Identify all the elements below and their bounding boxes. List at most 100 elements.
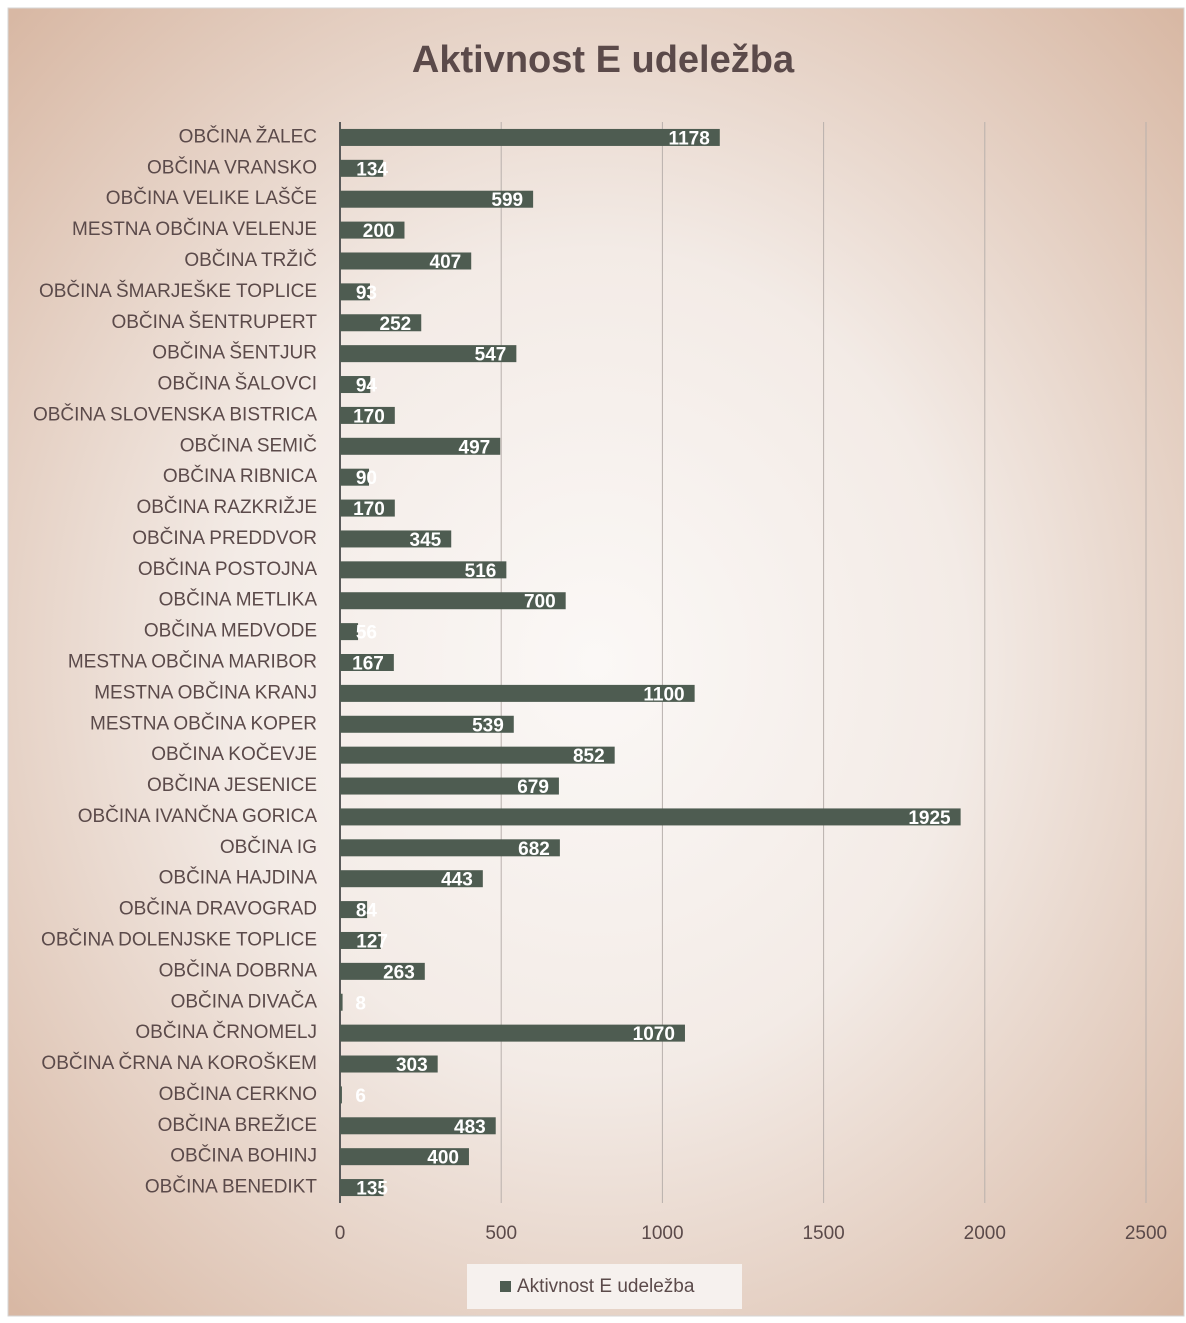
bar: [340, 406, 395, 424]
data-label: 1925: [908, 808, 951, 829]
y-tick-label: OBČINA METLIKA: [159, 589, 318, 611]
data-label: 252: [380, 314, 412, 335]
y-tick-label: OBČINA SEMIČ: [180, 434, 317, 456]
chart-title: Aktivnost E udeležba: [412, 39, 795, 81]
y-tick-label: OBČINA ŽALEC: [179, 125, 317, 147]
bar: [340, 468, 370, 486]
data-label: 167: [352, 654, 384, 675]
bar: [340, 190, 534, 208]
bar: [340, 870, 483, 888]
bar: [340, 654, 394, 671]
data-label: 345: [410, 530, 442, 551]
y-tick-label: OBČINA ŠALOVCI: [158, 373, 317, 395]
y-tick-label: OBČINA IG: [220, 836, 317, 858]
data-label: 263: [383, 962, 415, 983]
data-label: 94: [356, 376, 378, 397]
x-tick-label: 1000: [641, 1223, 683, 1244]
y-tick-label: OBČINA PREDDVOR: [132, 527, 317, 549]
y-tick-label: OBČINA DIVAČA: [171, 990, 318, 1012]
y-tick-label: OBČINA DOLENJSKE TOPLICE: [41, 928, 317, 950]
bar: [340, 221, 405, 239]
y-tick-label: OBČINA HAJDINA: [159, 867, 318, 889]
y-tick-label: OBČINA RIBNICA: [163, 465, 317, 487]
y-tick-label: OBČINA POSTOJNA: [138, 558, 317, 580]
data-label: 93: [356, 283, 377, 304]
data-label: 700: [524, 592, 556, 613]
x-tick-label: 500: [485, 1223, 517, 1244]
data-label: 483: [454, 1117, 486, 1138]
bar: [340, 252, 472, 270]
bar: [340, 283, 370, 301]
legend-swatch: [500, 1281, 511, 1292]
data-label: 170: [353, 406, 385, 427]
y-tick-label: OBČINA ŠENTJUR: [152, 342, 317, 364]
chart-bg: [7, 7, 1185, 1317]
bar: [340, 1148, 469, 1166]
data-label: 303: [396, 1055, 428, 1076]
bar: [340, 592, 566, 610]
data-label: 8: [355, 993, 366, 1014]
bar: [340, 715, 514, 733]
y-tick-label: MESTNA OBČINA MARIBOR: [68, 651, 317, 673]
data-label: 1178: [669, 128, 710, 149]
data-label: 1070: [633, 1024, 675, 1045]
bar: [340, 623, 359, 641]
bar: [340, 808, 961, 826]
x-tick-label: 2000: [964, 1223, 1006, 1244]
bar: [340, 128, 720, 146]
y-tick-label: MESTNA OBČINA KRANJ: [94, 681, 317, 703]
bar: [340, 1055, 438, 1073]
y-tick-label: OBČINA SLOVENSKA BISTRICA: [33, 403, 317, 425]
data-label: 547: [475, 345, 507, 366]
data-label: 599: [491, 190, 523, 211]
y-tick-label: OBČINA CERKNO: [159, 1083, 317, 1105]
x-tick-label: 1500: [802, 1223, 844, 1244]
data-label: 852: [573, 746, 605, 767]
y-tick-label: OBČINA ŠMARJEŠKE TOPLICE: [39, 280, 317, 302]
data-label: 6: [355, 1086, 366, 1107]
x-tick-label: 2500: [1125, 1223, 1167, 1244]
y-tick-label: OBČINA RAZKRIŽJE: [136, 496, 317, 518]
bar: [340, 1024, 685, 1042]
y-tick-label: MESTNA OBČINA KOPER: [90, 712, 317, 734]
bar: [340, 962, 425, 980]
y-tick-label: OBČINA TRŽIČ: [184, 249, 317, 271]
data-label: 443: [441, 870, 473, 891]
data-label: 497: [459, 437, 491, 458]
y-tick-label: OBČINA KOČEVJE: [151, 743, 317, 765]
bar: [340, 777, 559, 795]
y-tick-label: OBČINA BENEDIKT: [145, 1176, 317, 1198]
y-tick-label: OBČINA DRAVOGRAD: [119, 898, 317, 920]
bar: [340, 437, 501, 455]
bar: [340, 1086, 342, 1104]
legend-box: [467, 1264, 742, 1309]
y-tick-label: OBČINA ČRNOMELJ: [135, 1021, 317, 1043]
data-label: 407: [430, 252, 462, 273]
data-label: 400: [427, 1148, 459, 1169]
bar: [340, 159, 384, 177]
bar: [340, 376, 371, 394]
bar: [340, 499, 395, 517]
bar: [340, 931, 381, 949]
y-tick-label: OBČINA JESENICE: [147, 774, 317, 796]
data-label: 90: [356, 468, 377, 489]
data-label: 516: [465, 561, 497, 582]
data-label: 170: [353, 499, 385, 520]
y-tick-label: OBČINA VRANSKO: [147, 156, 317, 178]
data-label: 682: [518, 839, 550, 860]
bar: [340, 345, 517, 363]
bar: [340, 314, 422, 332]
bar: [340, 1117, 496, 1135]
bar: [340, 901, 368, 919]
data-label: 84: [356, 901, 378, 922]
y-tick-label: OBČINA ŠENTRUPERT: [111, 311, 317, 333]
legend-label: Aktivnost E udeležba: [517, 1276, 695, 1297]
data-label: 135: [356, 1179, 388, 1200]
bar: [340, 839, 560, 857]
y-tick-label: OBČINA ČRNA NA KOROŠKEM: [41, 1052, 317, 1074]
data-label: 127: [356, 931, 388, 952]
bar: [340, 993, 343, 1011]
data-label: 56: [356, 623, 377, 644]
